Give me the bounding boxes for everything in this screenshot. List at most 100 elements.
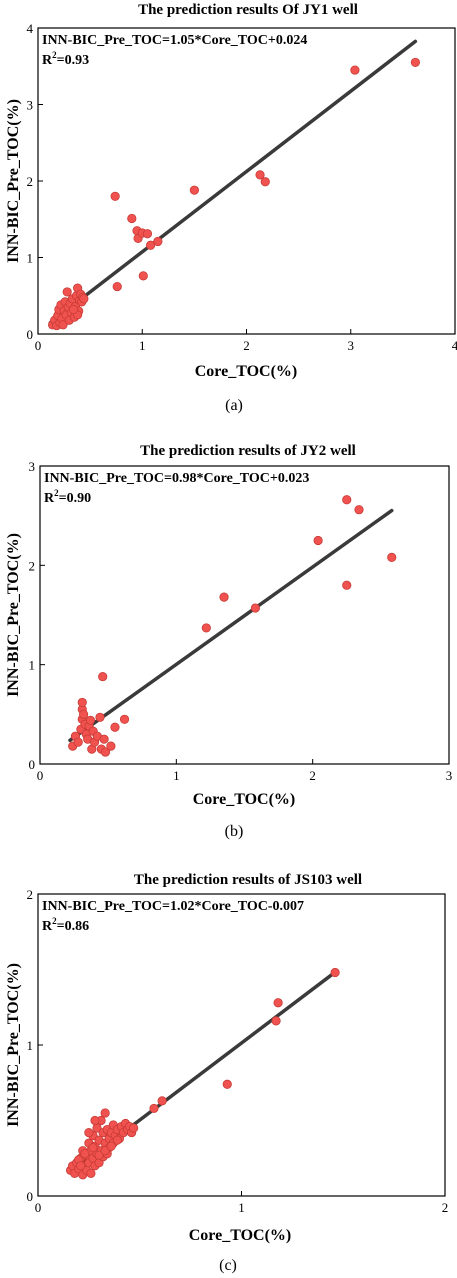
x-axis-label: Core_TOC(%)	[189, 1227, 292, 1244]
data-point	[119, 714, 130, 724]
data-point	[88, 1143, 98, 1153]
data-point	[110, 191, 120, 201]
x-tick-label: 2	[309, 768, 316, 783]
chart-title: The prediction results of JS103 well	[134, 872, 362, 888]
x-tick-label: 0	[35, 338, 42, 353]
data-point	[201, 623, 211, 633]
y-tick-label: 1	[27, 251, 34, 266]
y-tick-label: 2	[27, 174, 34, 189]
r2-prefix: R	[42, 53, 53, 68]
data-point	[342, 580, 352, 590]
data-point	[219, 592, 229, 602]
data-point	[260, 177, 270, 187]
data-point	[250, 603, 261, 613]
x-tick-label: 2	[442, 1200, 449, 1215]
y-tick-label: 0	[27, 327, 34, 342]
axis-ticks: 0 1 2 3 4 0 1 2 3 4	[27, 21, 457, 353]
r2-value: =0.90	[59, 491, 91, 506]
data-point	[106, 741, 116, 751]
data-point	[112, 1135, 122, 1145]
regression-line	[68, 508, 394, 743]
data-point	[189, 185, 199, 195]
data-points	[68, 495, 397, 757]
data-point	[410, 57, 420, 68]
figure-caption: (b)	[225, 823, 244, 840]
data-point	[127, 213, 137, 224]
regression-equation: INN-BIC_Pre_TOC=1.05*Core_TOC+0.024	[42, 33, 307, 48]
x-tick-label: 1	[173, 768, 180, 783]
chart-title: The prediction results of JY2 well	[140, 443, 356, 459]
data-point	[79, 294, 89, 304]
regression-equation: INN-BIC_Pre_TOC=0.98*Core_TOC+0.023	[44, 471, 309, 486]
x-tick-label: 0	[37, 768, 44, 783]
data-point	[313, 535, 323, 546]
r2-prefix: R	[42, 919, 53, 934]
y-tick-label: 3	[27, 98, 34, 113]
y-tick-label: 1	[29, 658, 36, 673]
data-point	[80, 1149, 90, 1159]
data-point	[222, 1079, 232, 1089]
r2-superscript: 2	[52, 50, 57, 60]
y-axis-label: INN-BIC_Pre_TOC(%)	[5, 99, 22, 263]
data-point	[145, 240, 156, 250]
r2-prefix: R	[44, 491, 55, 506]
y-tick-label: 0	[27, 1189, 34, 1204]
y-axis-label: INN-BIC_Pre_TOC(%)	[5, 963, 22, 1127]
y-axis-label: INN-BIC_Pre_TOC(%)	[5, 533, 22, 697]
x-tick-label: 3	[348, 338, 355, 353]
r2-superscript: 2	[54, 488, 59, 498]
x-tick-label: 4	[452, 338, 457, 353]
regression-line	[48, 39, 418, 325]
y-tick-label: 2	[29, 558, 36, 573]
plot-frame	[37, 27, 456, 335]
data-point	[129, 1123, 139, 1133]
data-point	[79, 709, 89, 719]
data-point	[76, 1161, 86, 1171]
x-axis-label: Core_TOC(%)	[195, 363, 298, 380]
data-point	[350, 65, 360, 75]
data-point	[273, 998, 283, 1008]
data-point	[106, 1141, 116, 1151]
data-point	[342, 495, 352, 505]
axis-ticks: 0 1 2 0 1 2	[27, 887, 449, 1215]
r2-value: =0.93	[57, 53, 89, 68]
data-point	[99, 734, 109, 744]
data-point	[138, 271, 148, 281]
data-points	[47, 57, 420, 331]
data-point	[100, 1108, 110, 1118]
r-squared-label: R2=0.90	[44, 488, 91, 506]
figure-caption: (a)	[225, 397, 243, 414]
x-tick-label: 1	[139, 338, 146, 353]
chart-jy1: The prediction results Of JY1 well 0 1 2 3 4…	[5, 2, 457, 414]
x-tick-label: 2	[243, 338, 250, 353]
data-point	[68, 304, 79, 315]
data-point	[58, 320, 68, 330]
data-point	[85, 715, 96, 725]
chart-jy2: The prediction results of JY2 well 0 1 2 30…	[5, 443, 452, 840]
data-point	[330, 967, 340, 978]
data-point	[149, 1103, 159, 1114]
x-axis-label: Core_TOC(%)	[193, 791, 296, 808]
data-point	[153, 236, 163, 247]
r2-value: =0.86	[57, 919, 89, 934]
data-point	[95, 712, 105, 722]
chart-js103: The prediction results of JS103 well 0 1 2…	[5, 872, 448, 1274]
data-points	[65, 967, 340, 1180]
plot-frame	[39, 465, 450, 765]
data-point	[98, 671, 108, 682]
figure-caption: (c)	[219, 1257, 237, 1274]
axis-ticks: 0 1 2 3 0 1 2 3	[29, 459, 453, 783]
data-point	[112, 281, 122, 292]
data-point	[90, 1115, 100, 1126]
x-tick-label: 3	[446, 768, 453, 783]
data-point	[110, 722, 120, 732]
data-point	[100, 1146, 110, 1156]
r2-superscript: 2	[52, 916, 57, 926]
r-squared-label: R2=0.93	[42, 50, 89, 68]
data-point	[157, 1096, 167, 1106]
y-tick-label: 2	[27, 887, 34, 902]
data-point	[86, 1168, 96, 1178]
data-point	[62, 287, 72, 297]
y-tick-label: 3	[29, 459, 36, 474]
